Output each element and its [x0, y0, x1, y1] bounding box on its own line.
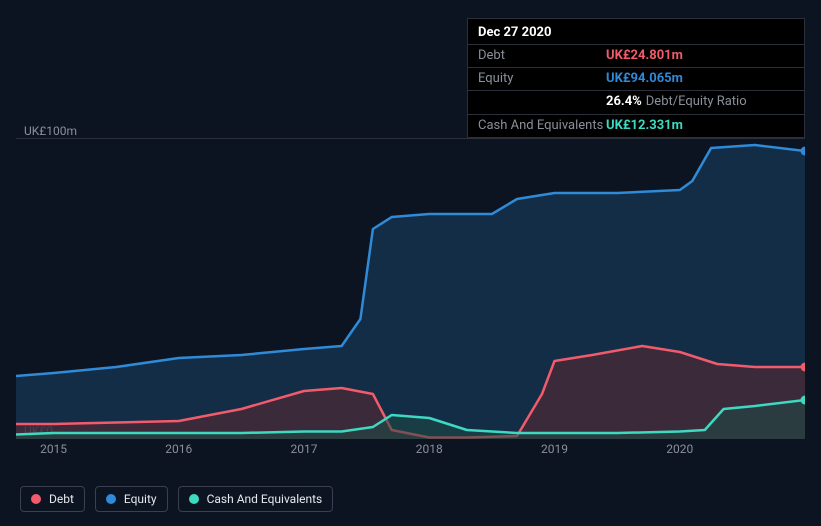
tooltip-date: Dec 27 2020: [468, 19, 804, 45]
tooltip-row-value: UK£24.801m: [606, 47, 683, 65]
legend-dot-icon: [31, 494, 41, 504]
tooltip-row: Cash And EquivalentsUK£12.331m: [468, 115, 804, 137]
chart-plot-area[interactable]: [16, 138, 805, 438]
tooltip-row: 26.4%Debt/Equity Ratio: [468, 91, 804, 114]
legend-item-equity[interactable]: Equity: [95, 486, 168, 512]
tooltip-row-value: UK£12.331m: [606, 117, 683, 135]
legend-dot-icon: [106, 494, 116, 504]
x-axis: 2015 2016 2017 2018 2019 2020: [16, 442, 805, 462]
x-axis-label: 2015: [40, 442, 67, 456]
chart-legend: Debt Equity Cash And Equivalents: [20, 486, 333, 512]
tooltip-row: DebtUK£24.801m: [468, 45, 804, 68]
tooltip-row-label: [478, 93, 606, 111]
tooltip-row-suffix: Debt/Equity Ratio: [646, 94, 747, 109]
tooltip-row-value: 26.4%Debt/Equity Ratio: [606, 93, 747, 111]
tooltip-row: EquityUK£94.065m: [468, 68, 804, 91]
legend-dot-icon: [189, 494, 199, 504]
y-axis-label: UK£100m: [24, 124, 77, 138]
chart-tooltip: Dec 27 2020 DebtUK£24.801mEquityUK£94.06…: [467, 18, 805, 138]
x-axis-label: 2018: [416, 442, 443, 456]
debt-equity-chart: UK£100mUK£0 201520162017201820192020: [16, 120, 805, 480]
tooltip-row-label: Debt: [478, 47, 606, 65]
legend-item-debt[interactable]: Debt: [20, 486, 85, 512]
x-axis-label: 2017: [291, 442, 318, 456]
x-axis-label: 2019: [541, 442, 568, 456]
legend-item-cash[interactable]: Cash And Equivalents: [178, 486, 334, 512]
tooltip-row-label: Equity: [478, 70, 606, 88]
legend-label: Debt: [49, 492, 74, 506]
x-axis-label: 2020: [666, 442, 693, 456]
x-axis-label: 2016: [165, 442, 192, 456]
legend-label: Equity: [124, 492, 157, 506]
tooltip-row-label: Cash And Equivalents: [478, 117, 606, 135]
legend-label: Cash And Equivalents: [207, 492, 323, 506]
tooltip-row-value: UK£94.065m: [606, 70, 683, 88]
